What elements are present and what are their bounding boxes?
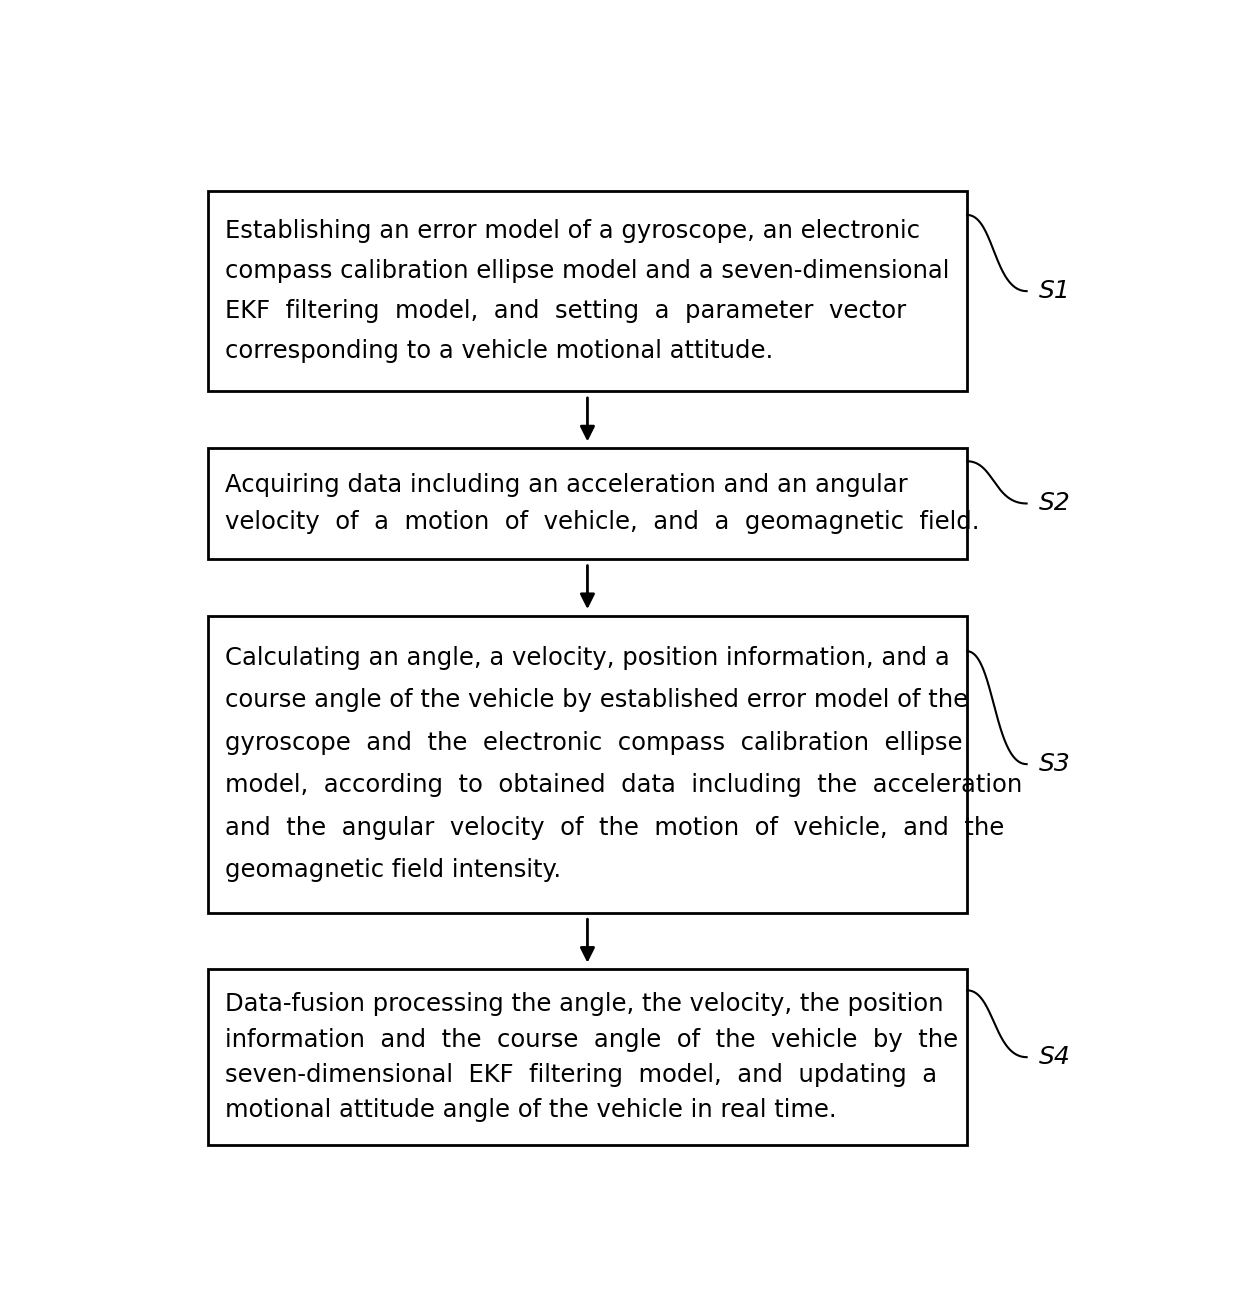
Text: geomagnetic field intensity.: geomagnetic field intensity. — [226, 858, 562, 883]
Text: corresponding to a vehicle motional attitude.: corresponding to a vehicle motional atti… — [226, 340, 774, 363]
Bar — [208, 448, 967, 559]
Text: gyroscope  and  the  electronic  compass  calibration  ellipse: gyroscope and the electronic compass cal… — [226, 730, 962, 755]
Text: model,  according  to  obtained  data  including  the  acceleration: model, according to obtained data includ… — [226, 773, 1023, 797]
Bar — [208, 191, 967, 392]
Text: EKF  filtering  model,  and  setting  a  parameter  vector: EKF filtering model, and setting a param… — [226, 299, 906, 323]
Text: compass calibration ellipse model and a seven-dimensional: compass calibration ellipse model and a … — [226, 259, 950, 283]
Text: and  the  angular  velocity  of  the  motion  of  vehicle,  and  the: and the angular velocity of the motion o… — [226, 816, 1004, 840]
Text: S4: S4 — [1039, 1046, 1071, 1069]
Text: Establishing an error model of a gyroscope, an electronic: Establishing an error model of a gyrosco… — [226, 219, 920, 243]
Text: motional attitude angle of the vehicle in real time.: motional attitude angle of the vehicle i… — [226, 1098, 837, 1122]
Text: Calculating an angle, a velocity, position information, and a: Calculating an angle, a velocity, positi… — [226, 646, 950, 671]
Text: S1: S1 — [1039, 279, 1071, 303]
Text: S3: S3 — [1039, 753, 1071, 776]
Bar — [208, 616, 967, 913]
Text: velocity  of  a  motion  of  vehicle,  and  a  geomagnetic  field.: velocity of a motion of vehicle, and a g… — [226, 510, 980, 534]
Text: information  and  the  course  angle  of  the  vehicle  by  the: information and the course angle of the … — [226, 1027, 959, 1052]
Text: course angle of the vehicle by established error model of the: course angle of the vehicle by establish… — [226, 689, 968, 712]
Bar — [208, 969, 967, 1146]
Text: Acquiring data including an acceleration and an angular: Acquiring data including an acceleration… — [226, 473, 908, 497]
Text: Data-fusion processing the angle, the velocity, the position: Data-fusion processing the angle, the ve… — [226, 992, 944, 1017]
Text: S2: S2 — [1039, 491, 1071, 516]
Text: seven-dimensional  EKF  filtering  model,  and  updating  a: seven-dimensional EKF filtering model, a… — [226, 1062, 937, 1087]
